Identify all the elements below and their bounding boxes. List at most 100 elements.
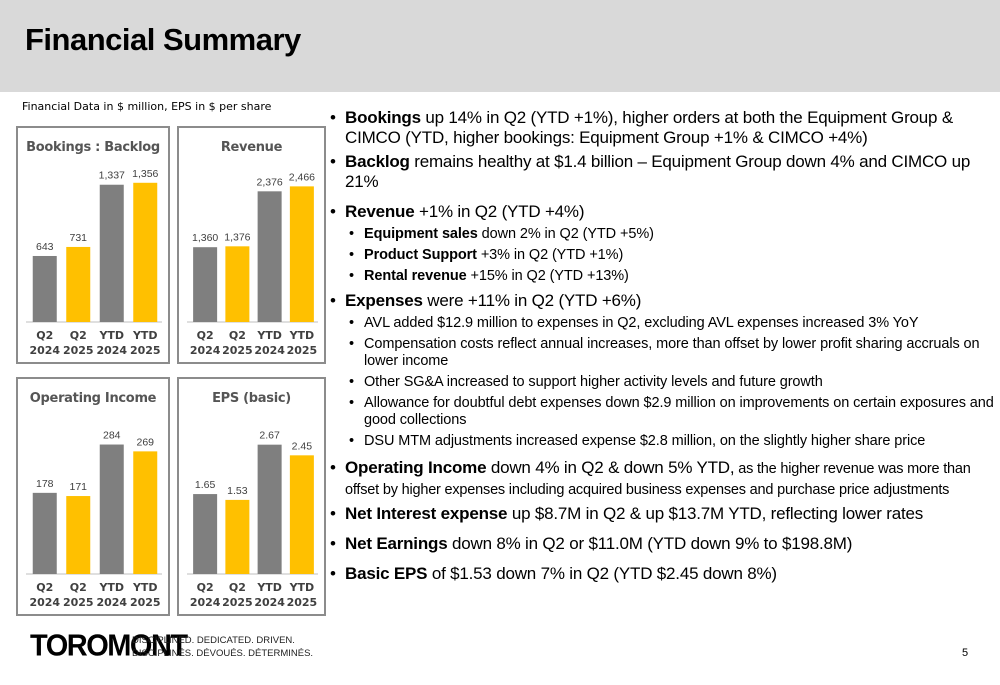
- bar: [99, 184, 124, 322]
- data-label: 731: [69, 232, 87, 244]
- chart-title: Revenue: [220, 140, 283, 155]
- toromont-logo: TOROMONT: [30, 629, 188, 663]
- tagline-en: DISCIPLINED. DEDICATED. DRIVEN.: [132, 635, 295, 646]
- bar: [257, 444, 282, 574]
- bullet-operating-income: Operating Income down 4% in Q2 & down 5%…: [330, 458, 998, 500]
- data-label: 2.67: [259, 430, 280, 442]
- bar: [257, 191, 282, 322]
- page-number: 5: [962, 647, 969, 659]
- chart-panel-revenue: Revenue 1,360 Q2 2024 1,376 Q2 2025 2,376 YTD 20…: [177, 126, 326, 364]
- bullet-net-earnings: Net Earnings down 8% in Q2 or $11.0M (YT…: [330, 534, 998, 554]
- data-label: 269: [136, 436, 154, 448]
- units-note: Financial Data in $ million, EPS in $ pe…: [22, 100, 272, 113]
- bar: [133, 182, 158, 322]
- bullet-net-interest: Net Interest expense up $8.7M in Q2 & up…: [330, 504, 998, 524]
- bar: [66, 496, 91, 574]
- bar: [289, 186, 314, 322]
- tick-label: YTD: [132, 581, 158, 594]
- tagline-fr: DISCIPLINÉS. DÉVOUÉS. DÉTERMINÉS.: [132, 648, 314, 659]
- chart-panel-eps: EPS (basic) 1.65 Q2 2024 1.53 Q2 2025 2.67 YTD 2…: [177, 377, 326, 616]
- data-label: 284: [103, 430, 121, 442]
- bar: [32, 492, 57, 574]
- tick-label: YTD: [289, 581, 315, 594]
- tick-label: 2024: [29, 596, 60, 609]
- tick-label: 2024: [190, 596, 221, 609]
- commentary: Bookings up 14% in Q2 (YTD +1%), higher …: [330, 108, 998, 588]
- tick-label: 2025: [130, 596, 161, 609]
- eps-chart: 1.65Q220241.53Q220252.67YTD20242.45YTD20…: [187, 430, 318, 609]
- tick-label: 2024: [96, 596, 127, 609]
- tick-label: Q2: [36, 581, 53, 594]
- bookings-chart: 643 Q2 2024 731 Q2 2025 1,337 YTD 2024 1,356 YTD 20…: [26, 168, 162, 357]
- tick-label: Q2: [197, 581, 214, 594]
- tick-label: 2025: [63, 344, 94, 357]
- bullet-basic-eps: Basic EPS of $1.53 down 7% in Q2 (YTD $2…: [330, 564, 998, 584]
- sub-bullet: DSU MTM adjustments increased expense $2…: [345, 433, 998, 450]
- data-label: 1,337: [99, 170, 125, 182]
- sub-bullet: Allowance for doubtful debt expenses dow…: [345, 395, 998, 429]
- bullet-backlog: Backlog remains healthy at $1.4 billion …: [330, 152, 998, 192]
- tick-label: 2025: [130, 344, 161, 357]
- data-label: 1,360: [192, 232, 218, 244]
- sub-bullet: Compensation costs reflect annual increa…: [345, 336, 998, 370]
- sub-bullet: Rental revenue +15% in Q2 (YTD +13%): [345, 268, 998, 285]
- sub-bullet: Equipment sales down 2% in Q2 (YTD +5%): [345, 226, 998, 243]
- header-band: Financial Summary: [0, 0, 1000, 92]
- bar: [225, 246, 250, 322]
- tick-label: 2024: [29, 344, 60, 357]
- data-label: 1,356: [132, 168, 158, 180]
- tick-label: YTD: [132, 329, 158, 342]
- bar: [289, 455, 314, 574]
- page-title: Financial Summary: [25, 22, 301, 57]
- tick-label: Q2: [70, 581, 87, 594]
- bar: [133, 451, 158, 574]
- tick-label: 2025: [63, 596, 94, 609]
- tick-label: Q2: [229, 581, 246, 594]
- bar: [32, 255, 57, 322]
- chart-title: EPS (basic): [212, 391, 291, 406]
- tick-label: 2025: [287, 596, 318, 609]
- data-label: 2,466: [289, 171, 315, 183]
- tick-label: YTD: [289, 329, 315, 342]
- data-label: 171: [69, 481, 87, 493]
- sub-bullet: Other SG&A increased to support higher a…: [345, 374, 998, 391]
- chart-panel-bookings: Bookings : Backlog 643 Q2 2024 731 Q2 2025 1,3…: [16, 126, 170, 364]
- data-label: 1.65: [195, 479, 216, 491]
- data-label: 2,376: [256, 176, 282, 188]
- chart-title: Bookings : Backlog: [26, 140, 160, 155]
- tick-label: YTD: [256, 581, 282, 594]
- tick-label: YTD: [256, 329, 282, 342]
- tick-label: YTD: [98, 581, 124, 594]
- bar: [99, 444, 124, 574]
- chart-panel-operating-income: Operating Income 178 Q2 2024 171 Q2 2025 284 YT…: [16, 377, 170, 616]
- bar: [193, 494, 218, 574]
- tagline: DISCIPLINED. DEDICATED. DRIVEN. DISCIPLI…: [132, 634, 313, 660]
- data-label: 643: [36, 241, 54, 253]
- data-label: 178: [36, 478, 54, 490]
- tick-label: 2025: [222, 596, 253, 609]
- tick-label: Q2: [70, 329, 87, 342]
- sub-bullet: Product Support +3% in Q2 (YTD +1%): [345, 247, 998, 264]
- bullet-expenses: Expenses were +11% in Q2 (YTD +6%): [330, 291, 998, 311]
- data-label: 1.53: [227, 485, 248, 497]
- tick-label: YTD: [98, 329, 124, 342]
- tick-label: Q2: [197, 329, 214, 342]
- bar: [66, 246, 91, 322]
- tick-label: Q2: [36, 329, 53, 342]
- tick-label: 2025: [287, 344, 318, 357]
- sub-bullet: AVL added $12.9 million to expenses in Q…: [345, 315, 998, 332]
- tick-label: 2024: [254, 344, 285, 357]
- tick-label: Q2: [229, 329, 246, 342]
- tick-label: 2024: [254, 596, 285, 609]
- chart-title: Operating Income: [29, 391, 157, 406]
- tick-label: 2025: [222, 344, 253, 357]
- bullet-bookings: Bookings up 14% in Q2 (YTD +1%), higher …: [330, 108, 998, 148]
- revenue-chart: 1,360 Q2 2024 1,376 Q2 2025 2,376 YTD 2024 2,466 Y…: [187, 171, 318, 357]
- bullet-revenue: Revenue +1% in Q2 (YTD +4%): [330, 202, 998, 222]
- operating-income-chart: 178 Q2 2024 171 Q2 2025 284 YTD 2024 269 YTD 2025: [26, 430, 162, 609]
- bar: [193, 247, 218, 322]
- tick-label: 2024: [96, 344, 127, 357]
- data-label: 1,376: [224, 231, 250, 243]
- tick-label: 2024: [190, 344, 221, 357]
- bar: [225, 499, 250, 574]
